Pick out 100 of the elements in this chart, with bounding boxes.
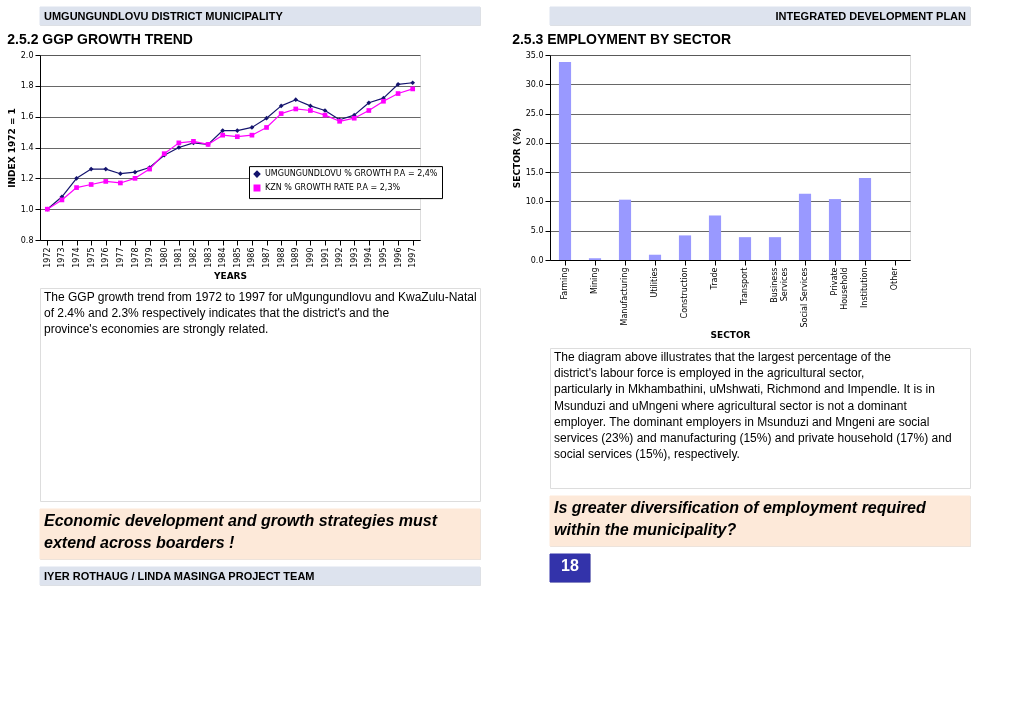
x-tick-label: 1973 [57, 247, 67, 268]
x-tick-label: 1993 [349, 247, 359, 268]
point [249, 132, 255, 138]
point [132, 169, 138, 175]
x-tick-label: Farming [560, 267, 569, 300]
x-tick-label: 1992 [335, 247, 345, 268]
point [234, 134, 240, 140]
x-tick-label: 1983 [203, 247, 213, 268]
x-tick-label: Social Services [800, 267, 809, 328]
x-tick-label: 1994 [364, 247, 374, 268]
y-axis-title: SECTOR (%) [511, 127, 522, 189]
y-tick-label: 5.0 [530, 226, 544, 236]
y-tick-label: 0.0 [530, 255, 544, 265]
bar [738, 237, 752, 260]
point [264, 115, 269, 121]
x-tick-label: 1975 [86, 247, 96, 268]
point [88, 166, 94, 172]
text: The diagram above illustrates that the largest percentage of the district's labour force is employed in the agricultural sector, particularly in Mkhambathini, uMshwati, Richmond and Impendle. It is in Msunduzi and uMngeni where agricultural sector is not a dominant employer. The dominant employers in Msunduzi and Mngeni are social services (23%) and manufacturing (15%) and private household (17%) and social services (15%), respectively. [554, 350, 952, 462]
point [234, 128, 240, 133]
y-tick-label: 20.0 [525, 138, 544, 148]
text: INTEGRATED DEVELOPMENT PLAN [775, 10, 967, 22]
y-tick-label: 1.6 [20, 112, 34, 122]
x-tick-label: 1986 [247, 247, 257, 268]
y-tick-label: 35.0 [525, 50, 544, 60]
x-tick-label: 1977 [115, 247, 125, 268]
x-tick-label: 1976 [101, 247, 111, 268]
point [410, 86, 416, 92]
point [308, 108, 313, 113]
y-tick-label: 1.4 [20, 143, 34, 152]
point [410, 80, 416, 86]
point [220, 128, 226, 133]
text: 18 [561, 557, 579, 574]
bar [708, 215, 722, 260]
y-tick-label: 10.0 [525, 196, 544, 206]
x-tick-label: 1979 [145, 247, 155, 268]
point [278, 103, 284, 109]
bar [858, 178, 872, 260]
x-tick-label: Other [890, 266, 899, 291]
point [308, 103, 313, 109]
bar [768, 237, 782, 260]
point [74, 175, 79, 181]
point [118, 171, 123, 177]
x-tick-label: Construction [680, 267, 689, 319]
y-tick-label: 2.0 [20, 50, 34, 60]
y-tick-label: 1.0 [20, 204, 34, 214]
point [118, 180, 123, 186]
point [293, 97, 299, 103]
bar [618, 199, 632, 260]
point [132, 175, 138, 181]
x-tick-label: 1997 [408, 247, 418, 268]
chart-title: 2.5.3 EMPLOYMENT BY SECTOR [512, 31, 732, 47]
point [220, 132, 226, 138]
x-tick-label: 1978 [130, 247, 140, 268]
x-tick-label: Transport [740, 267, 749, 307]
point [293, 106, 299, 112]
text: Is greater diversification of employment required within the municipality? [554, 499, 927, 538]
x-tick-label: Mining [590, 267, 599, 295]
point [395, 81, 401, 87]
x-tick-label: 1974 [72, 247, 82, 268]
text: UMGUNGUNDLOVU DISTRICT MUNICIPALITY [44, 10, 284, 22]
x-tick-label: 1980 [159, 247, 169, 268]
x-tick-label: 1985 [232, 247, 242, 268]
x-tick-label: Private Household [830, 267, 849, 310]
x-tick-label: 1984 [218, 247, 228, 268]
point [88, 182, 94, 187]
point [395, 91, 401, 96]
point [366, 100, 372, 106]
y-tick-label: 30.0 [525, 79, 544, 89]
x-tick-label: 1981 [174, 247, 184, 268]
x-tick-label: 1972 [42, 247, 52, 268]
y-tick-label: 1.8 [20, 81, 34, 91]
x-tick-label: 1989 [291, 247, 301, 268]
x-tick-label: 1996 [393, 247, 403, 268]
x-tick-label: 1991 [320, 247, 330, 268]
y-tick-label: 25.0 [525, 109, 544, 119]
bar [558, 62, 572, 260]
text: Economic development and growth strategies must extend across boarders ! [44, 512, 438, 551]
point [176, 145, 182, 150]
x-axis-title: YEARS [212, 270, 248, 281]
legend-label: KZN % GROWTH RATE P.A = 2,3% [265, 183, 401, 193]
point [103, 179, 109, 184]
legend-label: UMGUNGUNDLOVU % GROWTH P.A = 2,4% [265, 169, 438, 179]
y-axis-title: INDEX 1972 = 1 [6, 108, 17, 188]
bar [678, 235, 692, 260]
point [366, 108, 372, 113]
y-tick-label: 15.0 [525, 167, 544, 177]
x-tick-label: 1982 [188, 247, 198, 268]
point [103, 166, 109, 172]
point [264, 125, 269, 130]
x-axis-title: SECTOR [710, 330, 751, 341]
point [74, 185, 79, 190]
text: The GGP growth trend from 1972 to 1997 for uMgungundlovu and KwaZulu-Natal of 2.4% and 2.3% respectively indicates that the district's and the province's economies are strongly related. [44, 290, 477, 337]
bar [828, 199, 842, 260]
x-tick-label: Trade [710, 267, 719, 291]
point [278, 111, 284, 116]
x-tick-label: 1990 [305, 247, 315, 268]
x-tick-label: Business Services [770, 267, 789, 303]
x-tick-label: Utilities [650, 267, 659, 298]
y-tick-label: 1.2 [20, 173, 34, 183]
y-tick-label: 0.8 [20, 235, 34, 245]
